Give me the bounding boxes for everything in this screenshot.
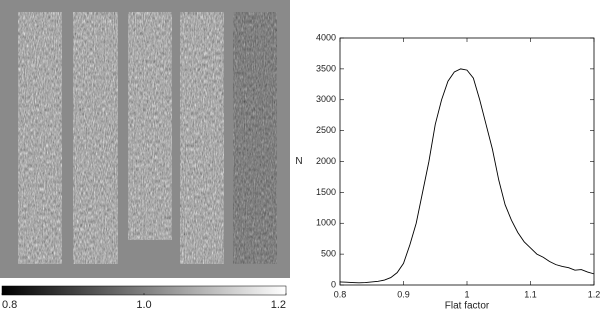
x-tick-label: 0.8 [334, 289, 347, 299]
y-tick-label: 0 [331, 279, 336, 289]
colorbar-tick-label: 0.8 [2, 299, 17, 311]
y-tick-label: 3500 [316, 63, 336, 73]
plot-frame [339, 37, 595, 286]
histogram-line [339, 68, 595, 284]
colorbar-tick-label: 1.2 [271, 299, 286, 311]
y-tick-label: 1500 [316, 187, 336, 197]
y-tick-label: 1000 [316, 218, 336, 228]
colorbar-tick-label: 1.0 [136, 299, 151, 311]
y-axis-label: N [295, 156, 302, 167]
y-tick-label: 4000 [316, 32, 336, 42]
flat-field-image [0, 0, 290, 278]
y-tick-label: 2000 [316, 156, 336, 166]
x-tick-label: 1 [464, 289, 469, 299]
x-tick-label: 1.2 [588, 289, 600, 299]
x-axis-label: Flat factor [445, 301, 490, 312]
y-tick-label: 500 [321, 249, 336, 259]
x-tick-label: 0.9 [397, 289, 410, 299]
x-tick-label: 1.1 [524, 289, 537, 299]
y-tick-label: 3000 [316, 94, 336, 104]
y-tick-label: 2500 [316, 125, 336, 135]
